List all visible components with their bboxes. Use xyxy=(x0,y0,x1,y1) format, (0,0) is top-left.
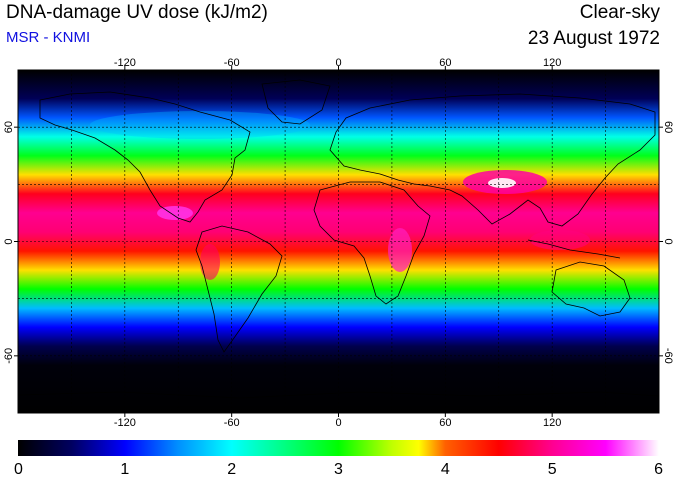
lat-tick-label-left: 60 xyxy=(3,121,15,133)
lon-tick-label-top: 120 xyxy=(543,57,561,69)
coast-north-america xyxy=(39,91,251,223)
sky-condition: Clear-sky xyxy=(579,2,660,23)
coastlines xyxy=(18,79,659,399)
lat-tick-label-right: 60 xyxy=(662,121,674,133)
lat-tick-label-right: -60 xyxy=(662,348,674,364)
colorbar-label: 2 xyxy=(227,461,236,478)
east-africa-peak xyxy=(388,228,412,272)
lon-tick-label-bottom: 120 xyxy=(543,417,561,429)
frame-tick-marks xyxy=(14,66,663,417)
map-source: MSR - KNMI xyxy=(6,29,91,46)
graticule xyxy=(18,70,659,413)
colorbar-ramp xyxy=(18,440,659,456)
north-cloud-band xyxy=(90,111,310,139)
lat-tick-label-right: 0 xyxy=(662,238,674,244)
andes-peak xyxy=(200,244,220,280)
map-panel xyxy=(14,66,663,417)
lon-tick-label-top: 60 xyxy=(439,57,451,69)
colorbar-label: 3 xyxy=(334,461,343,478)
colorbar-label: 6 xyxy=(654,461,663,478)
coast-south-america xyxy=(195,225,283,353)
lat-tick-label-left: -60 xyxy=(3,348,15,364)
lat-tick-labels-left: 60 0 -60 xyxy=(3,121,15,364)
map-date: 23 August 1972 xyxy=(527,28,660,49)
colorbar-label: 5 xyxy=(548,461,557,478)
colorbar: 0 1 2 3 4 5 6 xyxy=(14,440,663,478)
lon-tick-labels-bottom: -120 -60 0 60 120 xyxy=(114,417,562,429)
mexico-peak xyxy=(157,206,193,220)
lon-tick-label-top: 0 xyxy=(335,57,341,69)
lon-tick-label-bottom: -120 xyxy=(114,417,136,429)
lon-tick-label-top: -120 xyxy=(114,57,136,69)
coast-antarctica xyxy=(18,391,659,399)
lon-tick-label-top: -60 xyxy=(224,57,240,69)
lon-tick-label-bottom: 60 xyxy=(439,417,451,429)
coast-eurasia xyxy=(329,93,656,227)
coast-australia xyxy=(551,261,631,317)
dose-patches xyxy=(90,111,590,280)
tibet-peak xyxy=(488,178,516,188)
coast-africa xyxy=(313,181,431,305)
lon-tick-label-bottom: 0 xyxy=(335,417,341,429)
colorbar-label: 0 xyxy=(14,461,23,478)
lon-tick-label-bottom: -60 xyxy=(224,417,240,429)
lon-tick-labels-top: -120 -60 0 60 120 xyxy=(114,57,562,69)
colorbar-label: 1 xyxy=(120,461,129,478)
maritime-peak xyxy=(530,230,590,250)
map-title: DNA-damage UV dose (kJ/m2) xyxy=(6,2,268,23)
colorbar-labels: 0 1 2 3 4 5 6 xyxy=(14,461,663,478)
lat-tick-labels-right: 60 0 -60 xyxy=(662,121,674,364)
colorbar-label: 4 xyxy=(441,461,450,478)
coast-greenland xyxy=(261,79,331,125)
lat-tick-label-left: 0 xyxy=(3,238,15,244)
